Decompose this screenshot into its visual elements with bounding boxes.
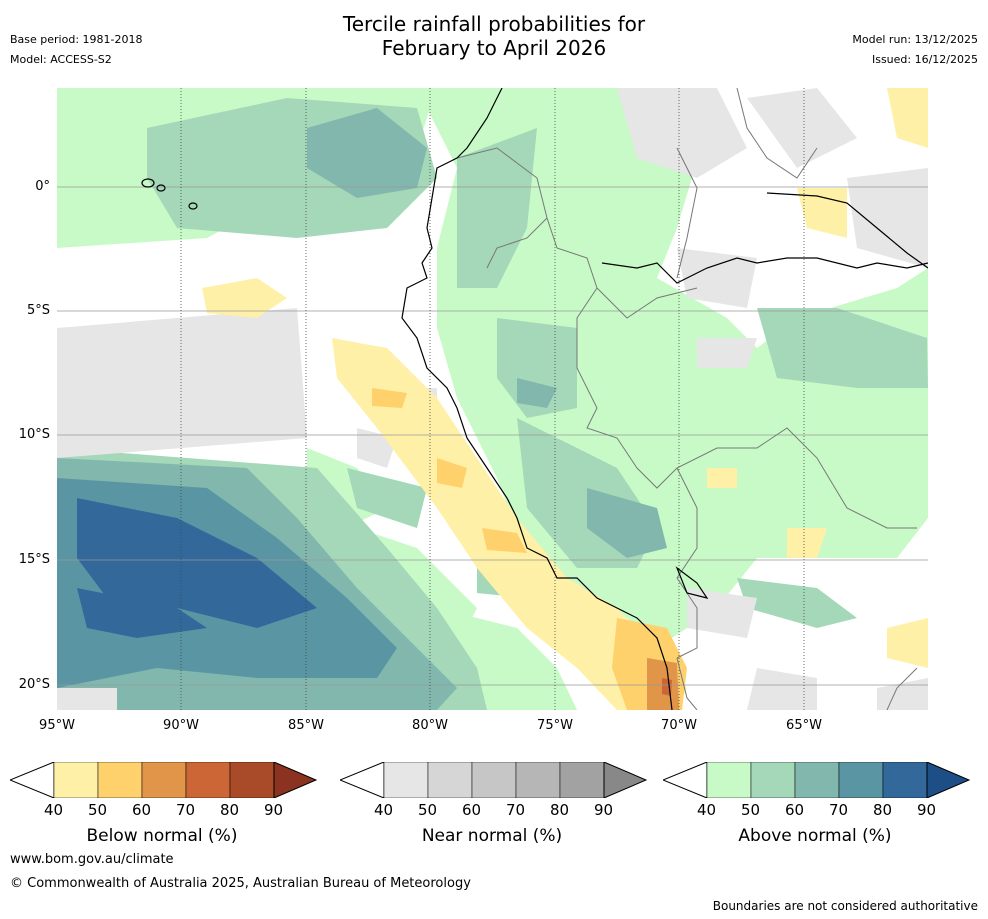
above-tick-50: 50	[741, 801, 761, 819]
lon-label-75w: 75°W	[537, 718, 573, 733]
website-link[interactable]: www.bom.gov.au/climate	[10, 852, 174, 867]
copyright-text: © Commonwealth of Australia 2025, Austra…	[10, 876, 471, 891]
colorbar-above-segment-3	[838, 761, 884, 799]
colorbar-below-svg	[8, 761, 318, 799]
colorbar-above-segment-2	[794, 761, 840, 799]
near-tick-80: 80	[550, 801, 570, 819]
below-tick-60: 60	[132, 801, 152, 819]
below-normal-40-50-regions	[202, 88, 928, 710]
colorbar-near-segment-4	[559, 761, 605, 799]
model-name: Model: ACCESS-S2	[10, 53, 112, 66]
lat-label-5s: 5°S	[26, 303, 50, 318]
model-run: Model run: 13/12/2025	[852, 33, 978, 46]
colorbar-above-segment-1	[750, 761, 796, 799]
colorbar-below-segment-5	[273, 761, 318, 799]
colorbar-above-segment-4	[882, 761, 928, 799]
colorbar-above-segment-0	[706, 761, 752, 799]
colorbar-above-min-arrow	[661, 761, 708, 799]
meta-left: Base period: 1981-2018 Model: ACCESS-S2	[10, 30, 142, 70]
lat-label-10s: 10°S	[18, 427, 50, 442]
issued-date: Issued: 16/12/2025	[871, 53, 978, 66]
above-tick-70: 70	[829, 801, 849, 819]
near-tick-70: 70	[506, 801, 526, 819]
meta-right: Model run: 13/12/2025 Issued: 16/12/2025	[852, 30, 978, 70]
lon-label-95w: 95°W	[39, 718, 75, 733]
below-tick-80: 80	[220, 801, 240, 819]
lon-label-65w: 65°W	[786, 718, 822, 733]
colorbar-above	[661, 761, 973, 802]
title-line-2: February to April 2026	[381, 36, 607, 60]
colorbar-below-segment-1	[97, 761, 143, 799]
colorbar-below-min-arrow	[8, 761, 55, 799]
colorbar-below-segment-4	[229, 761, 275, 799]
below-tick-70: 70	[176, 801, 196, 819]
above-tick-80: 80	[873, 801, 893, 819]
probability-map	[57, 88, 928, 710]
colorbar-near-min-arrow	[338, 761, 385, 799]
coastline	[141, 88, 928, 710]
near-tick-60: 60	[462, 801, 482, 819]
map-title: Tercile rainfall probabilities for Febru…	[0, 12, 988, 60]
colorbar-near-svg	[338, 761, 648, 799]
lat-label-15s: 15°S	[18, 552, 50, 567]
above-tick-90: 90	[917, 801, 937, 819]
near-tick-40: 40	[374, 801, 394, 819]
base-period: Base period: 1981-2018	[10, 33, 143, 46]
colorbar-near-segment-5	[603, 761, 648, 799]
near-tick-90: 90	[594, 801, 614, 819]
colorbar-below-segment-2	[141, 761, 187, 799]
colorbar-below-title: Below normal (%)	[86, 826, 238, 846]
title-line-1: Tercile rainfall probabilities for	[342, 12, 646, 36]
below-tick-40: 40	[44, 801, 64, 819]
lon-label-85w: 85°W	[288, 718, 324, 733]
colorbar-near-segment-3	[515, 761, 561, 799]
colorbar-near	[338, 761, 650, 802]
above-normal-80-90-regions	[77, 498, 317, 638]
lat-label-20s: 20°S	[18, 677, 50, 692]
below-tick-50: 50	[88, 801, 108, 819]
colorbar-near-segment-0	[383, 761, 429, 799]
below-tick-90: 90	[264, 801, 284, 819]
lon-label-80w: 80°W	[412, 718, 448, 733]
map-canvas	[57, 88, 928, 710]
colorbar-below	[8, 761, 320, 802]
lat-label-0: 0°	[35, 179, 50, 194]
country-boundaries	[456, 88, 918, 710]
colorbar-near-segment-1	[427, 761, 473, 799]
colorbar-above-segment-5	[926, 761, 971, 799]
above-tick-40: 40	[697, 801, 717, 819]
above-tick-60: 60	[785, 801, 805, 819]
boundaries-disclaimer: Boundaries are not considered authoritat…	[712, 899, 978, 913]
colorbar-below-segment-3	[185, 761, 231, 799]
colorbar-near-title: Near normal (%)	[421, 826, 563, 846]
lon-label-70w: 70°W	[661, 718, 697, 733]
colorbar-below-segment-0	[53, 761, 99, 799]
lon-label-90w: 90°W	[163, 718, 199, 733]
colorbar-above-title: Above normal (%)	[738, 826, 892, 846]
colorbar-near-segment-2	[471, 761, 517, 799]
near-normal-40-50-regions	[57, 88, 928, 710]
near-tick-50: 50	[418, 801, 438, 819]
colorbar-above-svg	[661, 761, 971, 799]
graticule	[57, 186, 928, 686]
